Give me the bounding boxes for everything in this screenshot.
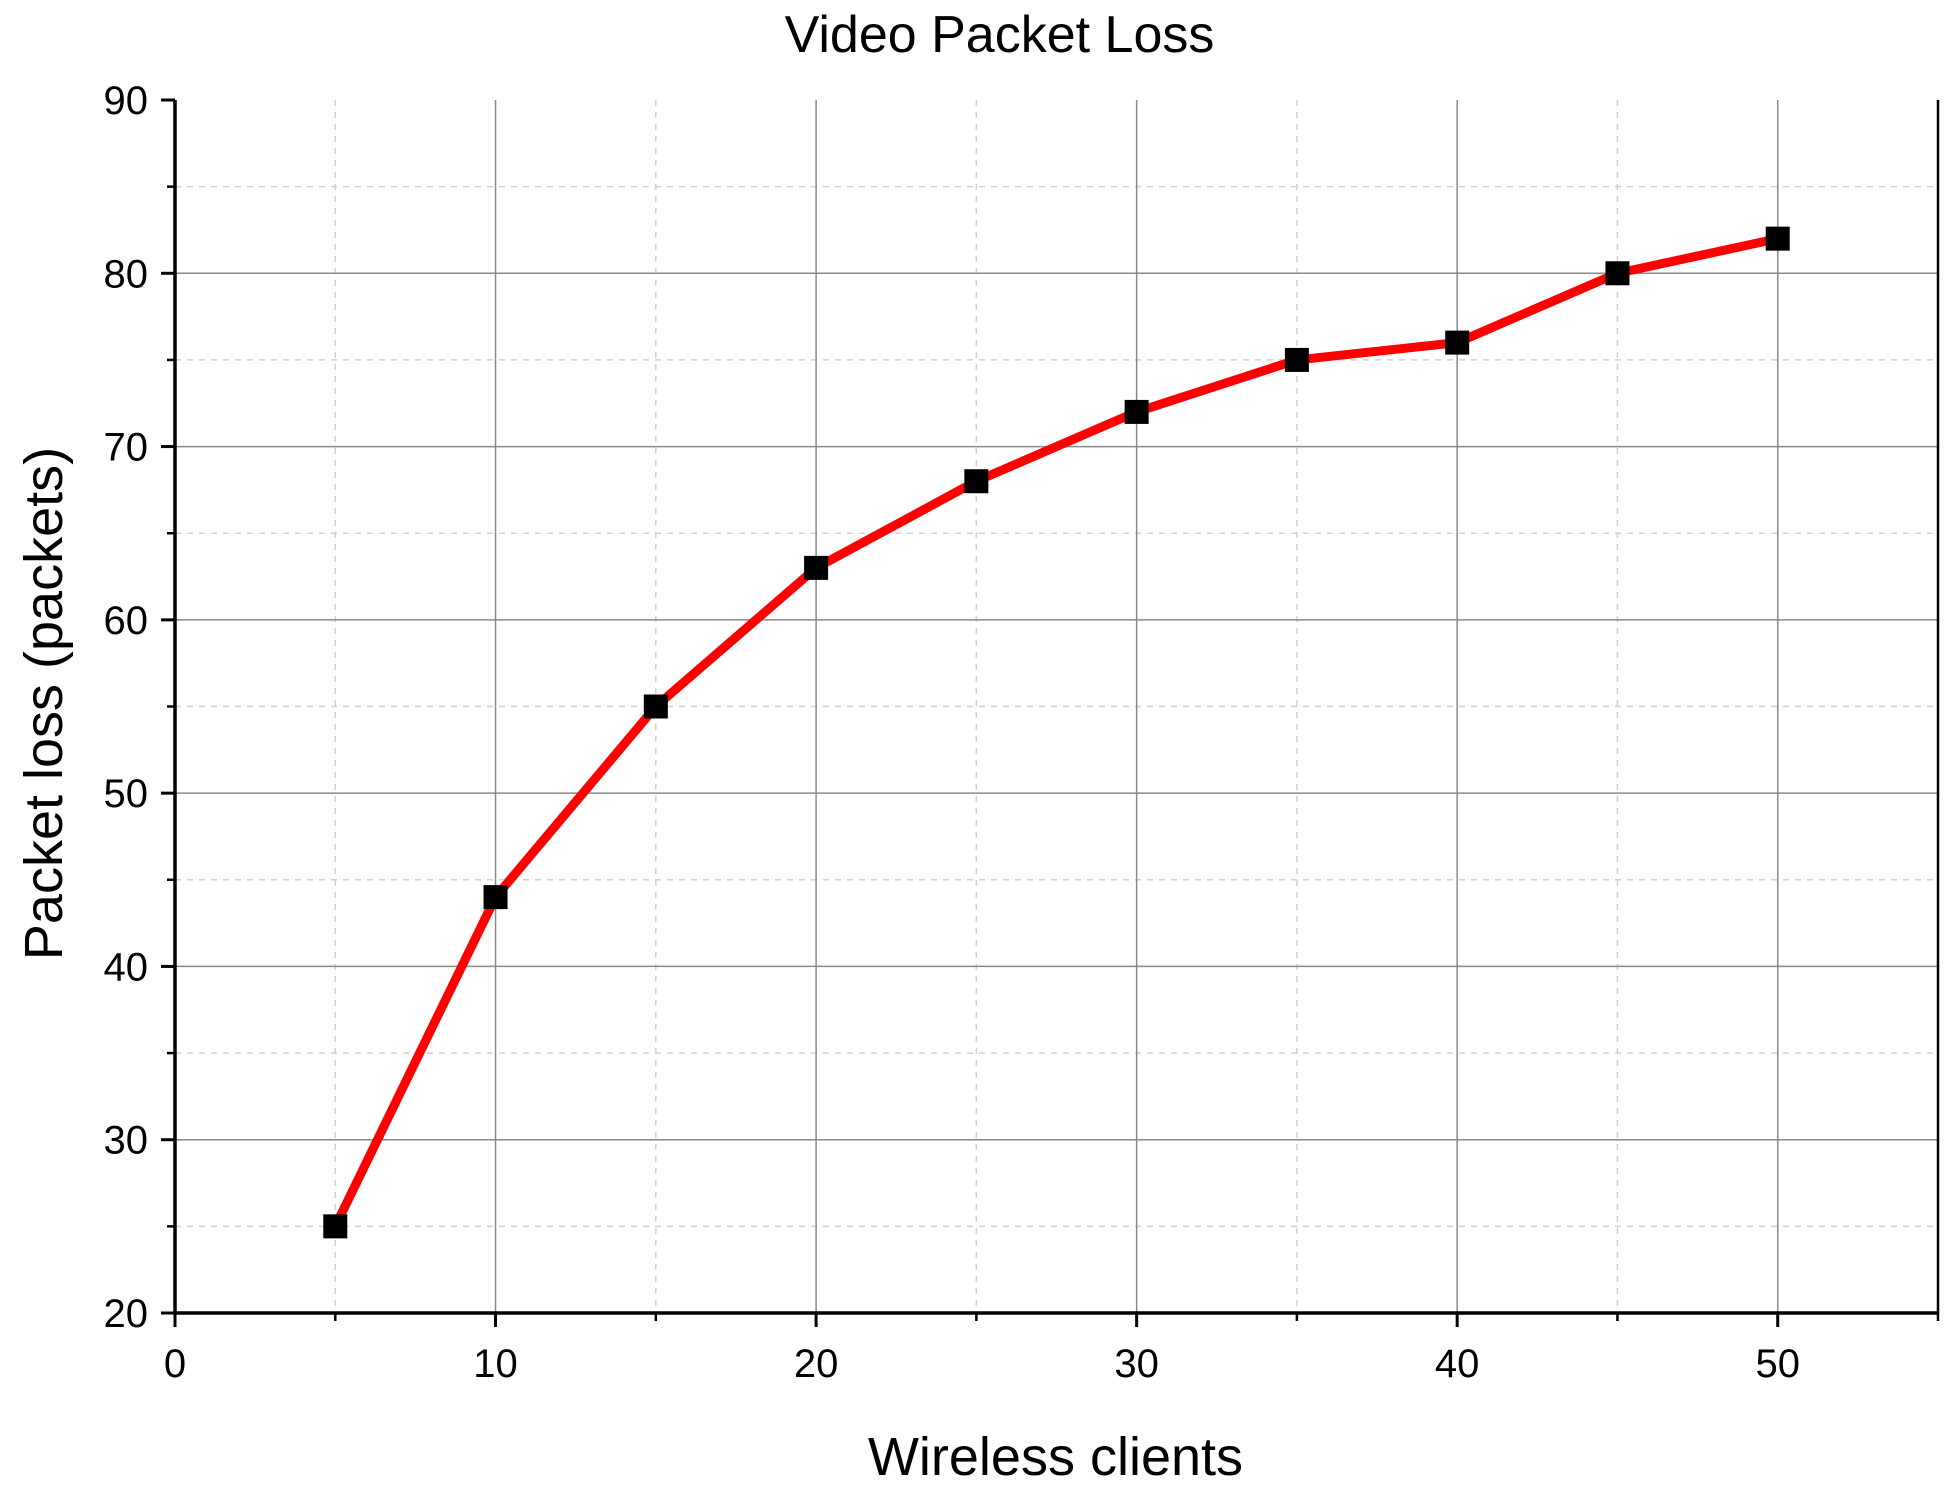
y-tick-label: 60 bbox=[104, 599, 149, 643]
data-point-marker bbox=[323, 1214, 348, 1239]
x-tick-label: 30 bbox=[1114, 1342, 1159, 1386]
grid-lines bbox=[175, 100, 1939, 1313]
y-axis-ticks: 20 30 40 50 60 70 80 90 bbox=[104, 79, 175, 1336]
data-point-marker bbox=[1445, 330, 1470, 355]
chart-title: Video Packet Loss bbox=[785, 6, 1215, 64]
y-tick-label: 40 bbox=[104, 945, 149, 989]
x-tick-label: 20 bbox=[794, 1342, 839, 1386]
data-point-marker bbox=[804, 555, 829, 580]
x-tick-label: 40 bbox=[1435, 1342, 1480, 1386]
y-tick-label: 20 bbox=[104, 1292, 149, 1336]
x-tick-label: 50 bbox=[1755, 1342, 1800, 1386]
data-point-marker bbox=[483, 885, 508, 910]
data-point-marker bbox=[643, 694, 668, 719]
series-line bbox=[330, 234, 1783, 1231]
y-tick-label: 70 bbox=[104, 426, 149, 470]
y-tick-label: 90 bbox=[104, 79, 149, 123]
data-point-marker bbox=[1284, 347, 1309, 372]
y-tick-label: 30 bbox=[104, 1119, 149, 1163]
x-tick-label: 10 bbox=[473, 1342, 518, 1386]
data-point-marker bbox=[1605, 261, 1630, 286]
data-markers bbox=[323, 226, 1790, 1239]
x-axis-ticks: 0 10 20 30 40 50 bbox=[164, 1313, 1940, 1386]
x-tick-label: 0 bbox=[164, 1342, 186, 1386]
y-tick-label: 50 bbox=[104, 772, 149, 816]
y-tick-label: 80 bbox=[104, 252, 149, 296]
data-point-marker bbox=[964, 469, 989, 494]
x-axis-label: Wireless clients bbox=[868, 1427, 1243, 1487]
series bbox=[330, 234, 1783, 1231]
data-point-marker bbox=[1765, 226, 1790, 251]
y-axis-label: Packet loss (packets) bbox=[14, 447, 74, 960]
data-point-marker bbox=[1124, 399, 1149, 424]
